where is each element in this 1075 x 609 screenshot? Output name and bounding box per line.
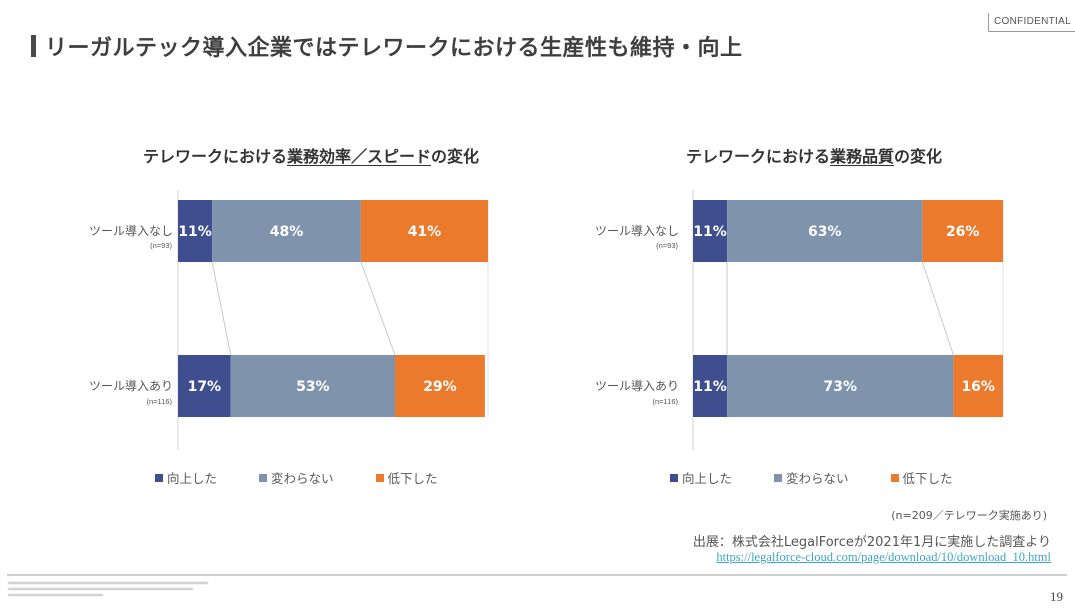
value-label: 11% [693,379,727,395]
value-label: 48% [270,224,304,240]
value-label: 63% [808,224,842,240]
legend-label: 低下した [902,471,953,486]
legend-label: 低下した [387,471,438,486]
sample-note: (n=209／テレワーク実施あり) [891,509,1047,522]
value-label: 17% [188,379,222,395]
source-link[interactable]: https://legalforce-cloud.com/page/downlo… [716,550,1051,564]
footer-divider [7,574,1067,576]
legend-item: 変わらない [259,468,334,487]
chart-title-prefix: テレワークにおける [143,147,288,166]
segment-unchanged [212,200,361,262]
legend-swatch-improved [670,473,678,482]
segment-declined [395,355,485,417]
confidential-label: CONFIDENTIAL [988,13,1075,32]
category-n: (n=93) [656,241,678,250]
segment-unchanged [727,200,923,262]
chart-title-prefix: テレワークにおける [686,147,831,166]
chart-title-suffix: の変化 [894,147,943,166]
chart-title-efficiency: テレワークにおける業務効率／スピードの変化 [143,143,479,167]
category-n: (n=93) [150,241,172,250]
category-label: ツール導入なし [88,224,173,238]
legend-item: 向上した [670,468,732,487]
chart-title-emphasis: 業務効率／スピード [287,147,432,166]
segment-improved [693,355,728,417]
segment-unchanged [727,355,954,417]
legend-efficiency: 向上した 変わらない 低下した [155,468,476,487]
segment-declined [360,200,488,262]
legend-label: 変わらない [271,471,334,486]
legend-item: 低下した [375,468,438,487]
value-label: 26% [946,224,980,240]
value-label: 29% [423,379,457,395]
category-label: ツール導入なし [594,224,679,238]
legend-swatch-declined [890,473,899,482]
legend-swatch-improved [155,473,163,482]
chart-title-emphasis: 業務品質 [830,147,895,166]
chart-efficiency: 11% 48% 41% 17% 53% 29% [177,190,489,450]
legend-quality: 向上した 変わらない 低下した [670,468,991,487]
segment-improved [693,200,728,262]
value-label: 41% [408,224,442,240]
segment-declined [953,355,1003,417]
legend-label: 変わらない [786,471,849,486]
legend-item: 低下した [890,468,953,487]
chart-quality: 11% 63% 26% 11% 73% 16% [692,190,1004,450]
source-note: 出展：株式会社LegalForceが2021年1月に実施した調査より [692,535,1051,550]
category-n: (n=116) [146,397,172,406]
page-number: 19 [1050,589,1063,604]
category-label: ツール導入あり [88,379,173,393]
segment-declined [922,200,1003,262]
value-label: 11% [693,224,727,240]
legend-label: 向上した [167,471,218,486]
legend-swatch-unchanged [774,473,782,482]
chart-title-suffix: の変化 [431,147,480,166]
legend-item: 向上した [155,468,217,487]
category-label: ツール導入あり [594,379,679,393]
segment-improved [178,355,231,417]
legend-swatch-declined [375,473,384,482]
legend-swatch-unchanged [259,473,267,482]
value-label: 73% [823,379,857,395]
page-title: リーガルテック導入企業ではテレワークにおける生産性も維持・向上 [45,36,743,61]
series-connector-line [360,261,396,356]
title-accent-bar [31,35,36,57]
footer-fineprint [8,582,218,600]
value-label: 16% [961,379,995,395]
segment-improved [178,200,213,262]
series-connector-line [211,261,232,356]
chart-title-quality: テレワークにおける業務品質の変化 [686,143,942,167]
value-label: 11% [178,224,212,240]
series-connector-line [921,261,954,356]
legend-item: 変わらない [774,468,849,487]
segment-unchanged [230,355,395,417]
legend-label: 向上した [682,471,733,486]
value-label: 53% [296,379,330,395]
category-n: (n=116) [652,397,678,406]
